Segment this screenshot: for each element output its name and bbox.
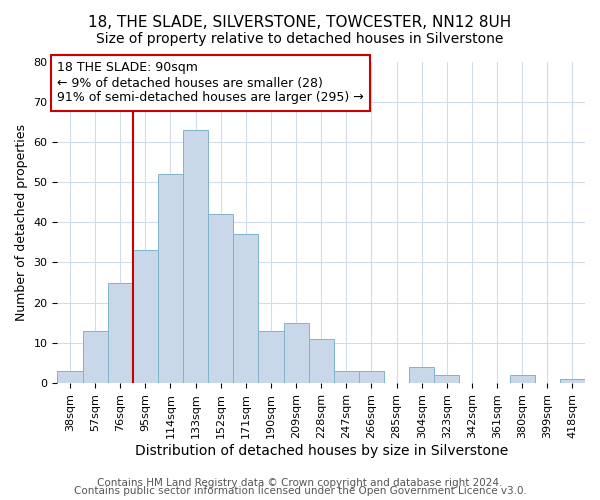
Bar bbox=[359, 371, 384, 383]
Bar bbox=[334, 371, 359, 383]
Bar bbox=[107, 282, 133, 383]
Bar bbox=[183, 130, 208, 383]
X-axis label: Distribution of detached houses by size in Silverstone: Distribution of detached houses by size … bbox=[134, 444, 508, 458]
Bar bbox=[434, 375, 460, 383]
Bar bbox=[233, 234, 259, 383]
Bar bbox=[158, 174, 183, 383]
Bar bbox=[509, 375, 535, 383]
Bar bbox=[409, 367, 434, 383]
Bar bbox=[208, 214, 233, 383]
Bar bbox=[560, 379, 585, 383]
Text: Size of property relative to detached houses in Silverstone: Size of property relative to detached ho… bbox=[97, 32, 503, 46]
Text: Contains public sector information licensed under the Open Government Licence v3: Contains public sector information licen… bbox=[74, 486, 526, 496]
Bar bbox=[308, 339, 334, 383]
Text: Contains HM Land Registry data © Crown copyright and database right 2024.: Contains HM Land Registry data © Crown c… bbox=[97, 478, 503, 488]
Bar bbox=[259, 331, 284, 383]
Bar bbox=[58, 371, 83, 383]
Bar bbox=[83, 331, 107, 383]
Text: 18 THE SLADE: 90sqm
← 9% of detached houses are smaller (28)
91% of semi-detache: 18 THE SLADE: 90sqm ← 9% of detached hou… bbox=[58, 62, 364, 104]
Text: 18, THE SLADE, SILVERSTONE, TOWCESTER, NN12 8UH: 18, THE SLADE, SILVERSTONE, TOWCESTER, N… bbox=[88, 15, 512, 30]
Bar bbox=[284, 323, 308, 383]
Bar bbox=[133, 250, 158, 383]
Y-axis label: Number of detached properties: Number of detached properties bbox=[15, 124, 28, 321]
